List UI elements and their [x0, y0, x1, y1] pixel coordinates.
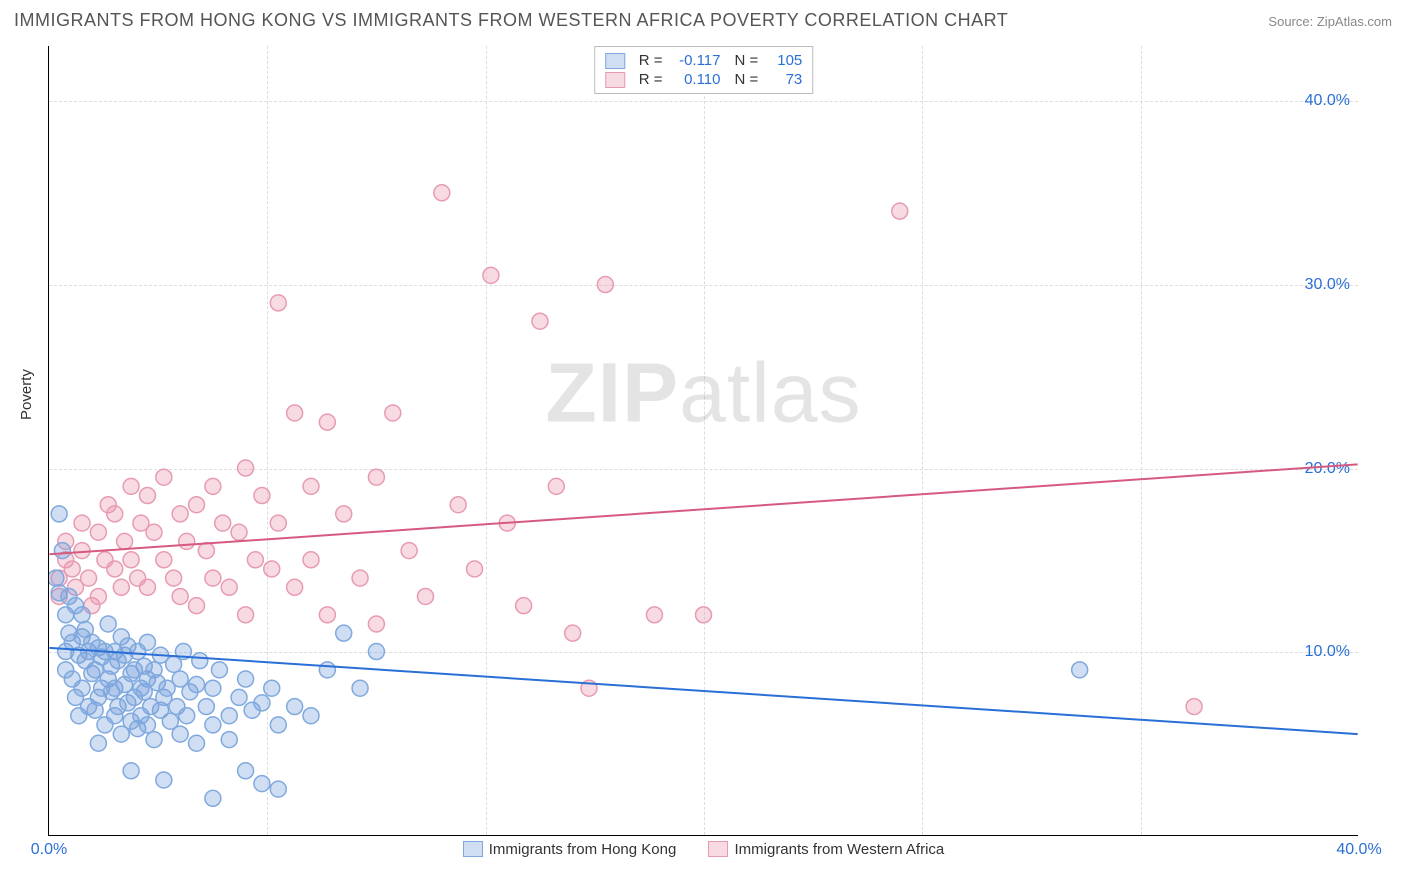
legend-label-wa: Immigrants from Western Africa — [734, 841, 944, 858]
legend-row-1: R = -0.117 N = 105 — [605, 51, 803, 70]
legend-row-2: R = 0.110 N = 73 — [605, 70, 803, 89]
swatch-hk — [605, 53, 625, 69]
n-value-1: 105 — [768, 52, 802, 69]
legend-item-wa: Immigrants from Western Africa — [708, 841, 944, 858]
legend-item-hk: Immigrants from Hong Kong — [463, 841, 677, 858]
swatch-wa — [605, 72, 625, 88]
n-label-2: N = — [735, 71, 759, 88]
plot-area: ZIPatlas R = -0.117 N = 105 R = 0.110 N … — [48, 46, 1358, 836]
x-tick-label: 0.0% — [31, 841, 67, 859]
chart-svg — [49, 46, 1358, 835]
r-value-1: -0.117 — [673, 52, 721, 69]
series-legend: Immigrants from Hong Kong Immigrants fro… — [49, 841, 1358, 862]
swatch-wa-2 — [708, 841, 728, 857]
r-label-1: R = — [639, 52, 663, 69]
legend-label-hk: Immigrants from Hong Kong — [489, 841, 677, 858]
r-value-2: 0.110 — [673, 71, 721, 88]
x-tick-label: 40.0% — [1336, 841, 1381, 859]
swatch-hk-2 — [463, 841, 483, 857]
source-link[interactable]: ZipAtlas.com — [1317, 14, 1392, 29]
header: IMMIGRANTS FROM HONG KONG VS IMMIGRANTS … — [14, 10, 1392, 31]
r-label-2: R = — [639, 71, 663, 88]
n-label-1: N = — [735, 52, 759, 69]
source-label: Source: — [1268, 14, 1313, 29]
y-axis-label: Poverty — [18, 369, 35, 420]
chart-title: IMMIGRANTS FROM HONG KONG VS IMMIGRANTS … — [14, 10, 1008, 31]
source: Source: ZipAtlas.com — [1268, 14, 1392, 29]
correlation-legend: R = -0.117 N = 105 R = 0.110 N = 73 — [594, 46, 814, 94]
n-value-2: 73 — [768, 71, 802, 88]
